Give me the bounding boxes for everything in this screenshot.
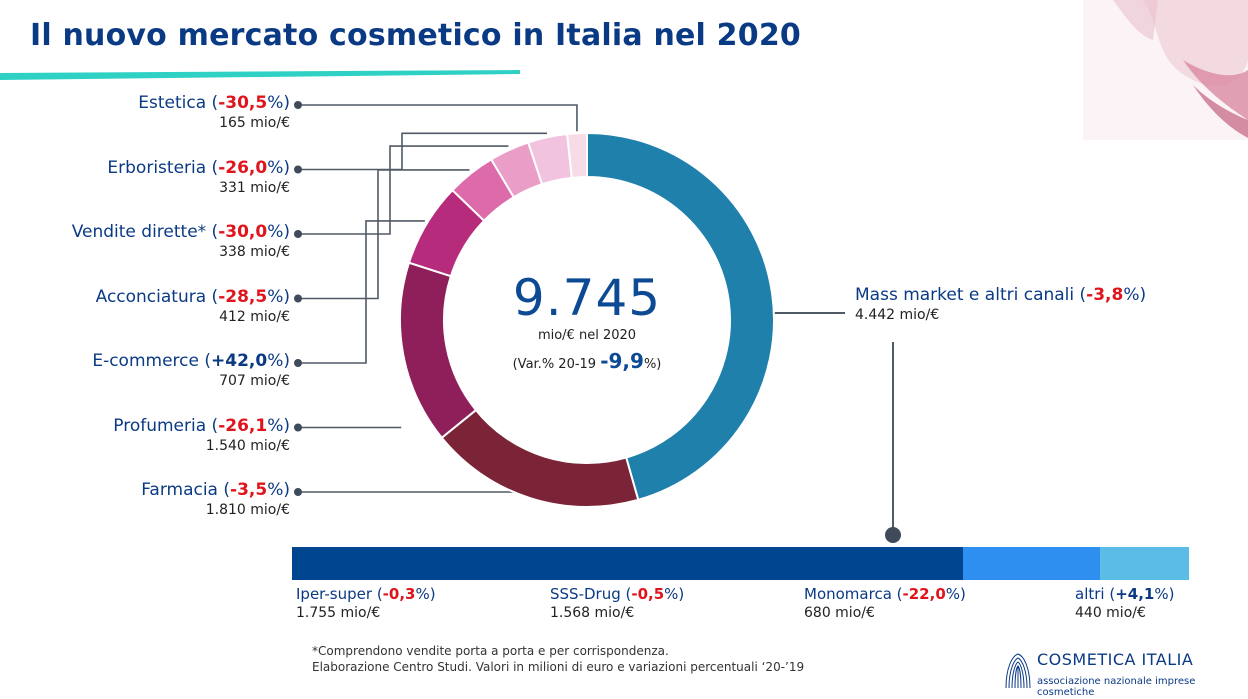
leader-dot-3 (294, 359, 302, 367)
label-value: 4.442 mio/€ (855, 307, 940, 323)
footnote: *Comprendono vendite porta a porta e per… (312, 643, 804, 675)
label-segment-1: Farmacia (-3,5%) 1.810 mio/€ (0, 480, 290, 518)
breakdown-segment-2 (962, 547, 1101, 580)
label-segment-2: Profumeria (-26,1%) 1.540 mio/€ (0, 416, 290, 454)
label-change: -3,8 (1086, 285, 1124, 305)
label-change: -3,5 (230, 480, 268, 500)
leader-dot-5 (294, 230, 302, 238)
leader-dot-breakdown (885, 527, 901, 543)
variation-suffix: %) (643, 357, 662, 372)
breakdown-segment-3 (1100, 547, 1189, 580)
label-value: 165 mio/€ (219, 115, 290, 131)
mass-market-breakdown-bar (292, 547, 1189, 580)
label-name: Estetica (138, 93, 207, 113)
label-name: Mass market e altri canali (855, 285, 1075, 305)
label-change: +42,0 (211, 351, 268, 371)
label-name: E-commerce (92, 351, 199, 371)
label-name: Iper-super (296, 585, 373, 603)
donut-segments (399, 131, 775, 508)
breakdown-label-0: Iper-super (-0,3%) 1.755 mio/€ (296, 585, 436, 621)
label-value: 1.568 mio/€ (550, 605, 635, 621)
label-segment-3: E-commerce (+42,0%) 707 mio/€ (0, 351, 290, 389)
label-segment-4: Acconciatura (-28,5%) 412 mio/€ (0, 287, 290, 325)
total-unit: mio/€ nel 2020 (537, 328, 637, 343)
total-variation: (Var.% 20-19 -9,9%) (472, 349, 702, 373)
variation-prefix: (Var.% 20-19 (512, 357, 601, 372)
label-name: Monomarca (804, 585, 892, 603)
leader-dot-7 (294, 101, 302, 109)
label-change: +4,1 (1115, 585, 1155, 603)
leader-line-3 (298, 220, 425, 364)
label-value: 1.540 mio/€ (205, 437, 290, 454)
donut-segment-2 (399, 261, 478, 440)
donut-segment-0 (586, 131, 775, 502)
label-value: 412 mio/€ (219, 308, 290, 325)
footnote-line-1: *Comprendono vendite porta a porta e per… (312, 644, 669, 658)
label-change: -28,5 (218, 286, 268, 307)
label-change: -26,1 (218, 415, 268, 436)
leader-dot-1 (294, 488, 302, 496)
leader-lines (294, 101, 901, 543)
label-value: 707 mio/€ (219, 373, 290, 389)
label-name: Acconciatura (95, 286, 207, 307)
label-segment-5: Vendite dirette* (-30,0%) 338 mio/€ (0, 222, 290, 260)
label-change: -30,0 (218, 222, 268, 242)
label-name: Farmacia (141, 480, 218, 500)
leader-dot-6 (294, 165, 302, 174)
label-change: -26,0 (218, 157, 268, 178)
label-segment-7: Estetica (-30,5%) 165 mio/€ (0, 93, 290, 131)
label-mass-market: Mass market e altri canali (-3,8%) 4.442… (855, 285, 1147, 323)
label-change: -22,0 (902, 585, 946, 603)
breakdown-label-2: Monomarca (-22,0%) 680 mio/€ (804, 585, 966, 621)
title-accent-bar (0, 70, 520, 80)
decorative-brush-image (1083, 0, 1248, 140)
leader-dot-2 (294, 423, 302, 432)
cosmetica-italia-logo-icon (1005, 653, 1031, 689)
label-value: 338 mio/€ (219, 244, 290, 260)
leader-line-4 (298, 169, 470, 300)
leader-line-6 (298, 132, 548, 171)
total-value: 9.745 (512, 269, 662, 327)
label-name: Erboristeria (107, 157, 207, 178)
label-name: SSS-Drug (550, 585, 621, 603)
donut-center: 9.745 mio/€ nel 2020 (Var.% 20-19 -9,9%) (472, 270, 702, 373)
footnote-line-2: Elaborazione Centro Studi. Valori in mil… (312, 660, 805, 674)
page-title: Il nuovo mercato cosmetico in Italia nel… (30, 18, 801, 53)
label-name: Profumeria (113, 415, 207, 436)
breakdown-segment-0 (292, 547, 647, 580)
breakdown-label-3: altri (+4,1%) 440 mio/€ (1075, 585, 1175, 621)
donut-segment-7 (566, 131, 588, 179)
label-change: -30,5 (218, 93, 268, 113)
logo-subtitle: associazione nazionale imprese cosmetich… (1037, 676, 1196, 698)
leader-line-5 (298, 145, 509, 235)
label-value: 1.755 mio/€ (296, 605, 381, 621)
variation-value: -9,9 (600, 349, 644, 373)
leader-line-7 (298, 104, 578, 132)
label-name: altri (1075, 585, 1105, 603)
label-change: -0,3 (382, 585, 416, 603)
label-change: -0,5 (631, 585, 665, 603)
leader-dot-4 (294, 294, 302, 303)
label-value: 1.810 mio/€ (205, 502, 290, 518)
label-value: 440 mio/€ (1075, 605, 1146, 621)
label-segment-6: Erboristeria (-26,0%) 331 mio/€ (0, 158, 290, 196)
breakdown-label-1: SSS-Drug (-0,5%) 1.568 mio/€ (550, 585, 685, 621)
logo-name: COSMETICA ITALIA (1037, 650, 1194, 669)
breakdown-segment-1 (646, 547, 963, 580)
label-value: 331 mio/€ (219, 179, 290, 196)
label-name: Vendite dirette* (71, 222, 207, 242)
label-value: 680 mio/€ (804, 605, 875, 621)
